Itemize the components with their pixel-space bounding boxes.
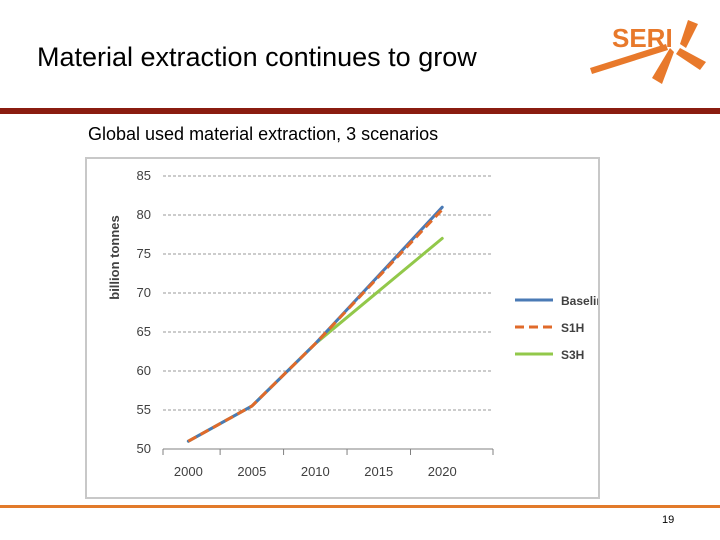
y-tick-label-50: 50	[137, 441, 151, 456]
y-axis-label: billion tonnes	[107, 215, 122, 300]
x-tick-label-2000: 2000	[174, 464, 203, 479]
y-tick-label-75: 75	[137, 246, 151, 261]
x-tick-label-2015: 2015	[364, 464, 393, 479]
y-tick-label-85: 85	[137, 168, 151, 183]
y-tick-label-70: 70	[137, 285, 151, 300]
series-line-baseline	[186, 205, 444, 443]
slide-title: Material extraction continues to grow	[37, 42, 477, 72]
x-tick-label-2010: 2010	[301, 464, 330, 479]
x-tick-label-2005: 2005	[237, 464, 266, 479]
page-number: 19	[662, 514, 675, 526]
y-tick-label-80: 80	[137, 207, 151, 222]
seri-logo: SERI	[590, 20, 706, 84]
chart-frame: 50 55 60 65 70 75 80 85 2000 2005 2010 2015 2020 bill…	[85, 157, 611, 499]
legend-label-s1h: S1H	[561, 321, 584, 335]
y-tick-label-60: 60	[137, 363, 151, 378]
legend-label-s3h: S3H	[561, 348, 584, 362]
seri-logo-mark	[590, 20, 706, 84]
y-tick-label-65: 65	[137, 324, 151, 339]
line-chart: 50 55 60 65 70 75 80 85 2000 2005 2010 2015 2020 bill…	[107, 168, 611, 479]
legend-label-baseline: Baseline	[561, 294, 598, 308]
y-tick-label-55: 55	[137, 402, 151, 417]
series-line-s1h	[187, 208, 444, 443]
chart-subtitle: Global used material extraction, 3 scena…	[88, 124, 439, 144]
title-divider	[0, 108, 720, 114]
footer-divider	[0, 505, 720, 508]
series-line-s3h	[186, 236, 444, 443]
x-tick-label-2020: 2020	[428, 464, 457, 479]
